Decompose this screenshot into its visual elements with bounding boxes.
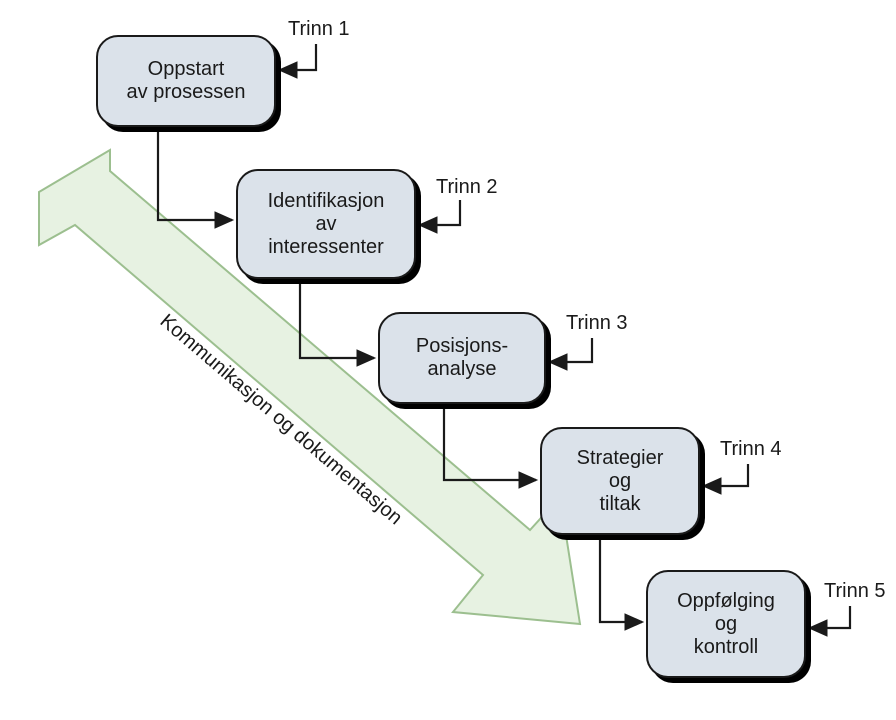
step-label-2: Trinn 2 bbox=[436, 176, 498, 199]
diagram-canvas: Kommunikasjon og dokumentasjon Oppstarta… bbox=[0, 0, 896, 720]
flow-node-n2: Identifikasjonavinteressenter bbox=[236, 169, 416, 279]
flow-node-text: Oppstartav prosessen bbox=[127, 58, 246, 104]
flow-node-n3: Posisjons-analyse bbox=[378, 312, 546, 404]
flow-node-text: Posisjons-analyse bbox=[416, 335, 508, 381]
flow-node-text: Strategierogtiltak bbox=[577, 447, 664, 516]
flow-node-n5: Oppfølgingogkontroll bbox=[646, 570, 806, 678]
flow-node-n1: Oppstartav prosessen bbox=[96, 35, 276, 127]
flow-node-n4: Strategierogtiltak bbox=[540, 427, 700, 535]
step-label-4: Trinn 4 bbox=[720, 438, 782, 461]
step-label-3: Trinn 3 bbox=[566, 312, 628, 335]
step-label-5: Trinn 5 bbox=[824, 580, 886, 603]
step-label-1: Trinn 1 bbox=[288, 18, 350, 41]
flow-node-text: Identifikasjonavinteressenter bbox=[268, 190, 385, 259]
flow-node-text: Oppfølgingogkontroll bbox=[677, 590, 775, 659]
